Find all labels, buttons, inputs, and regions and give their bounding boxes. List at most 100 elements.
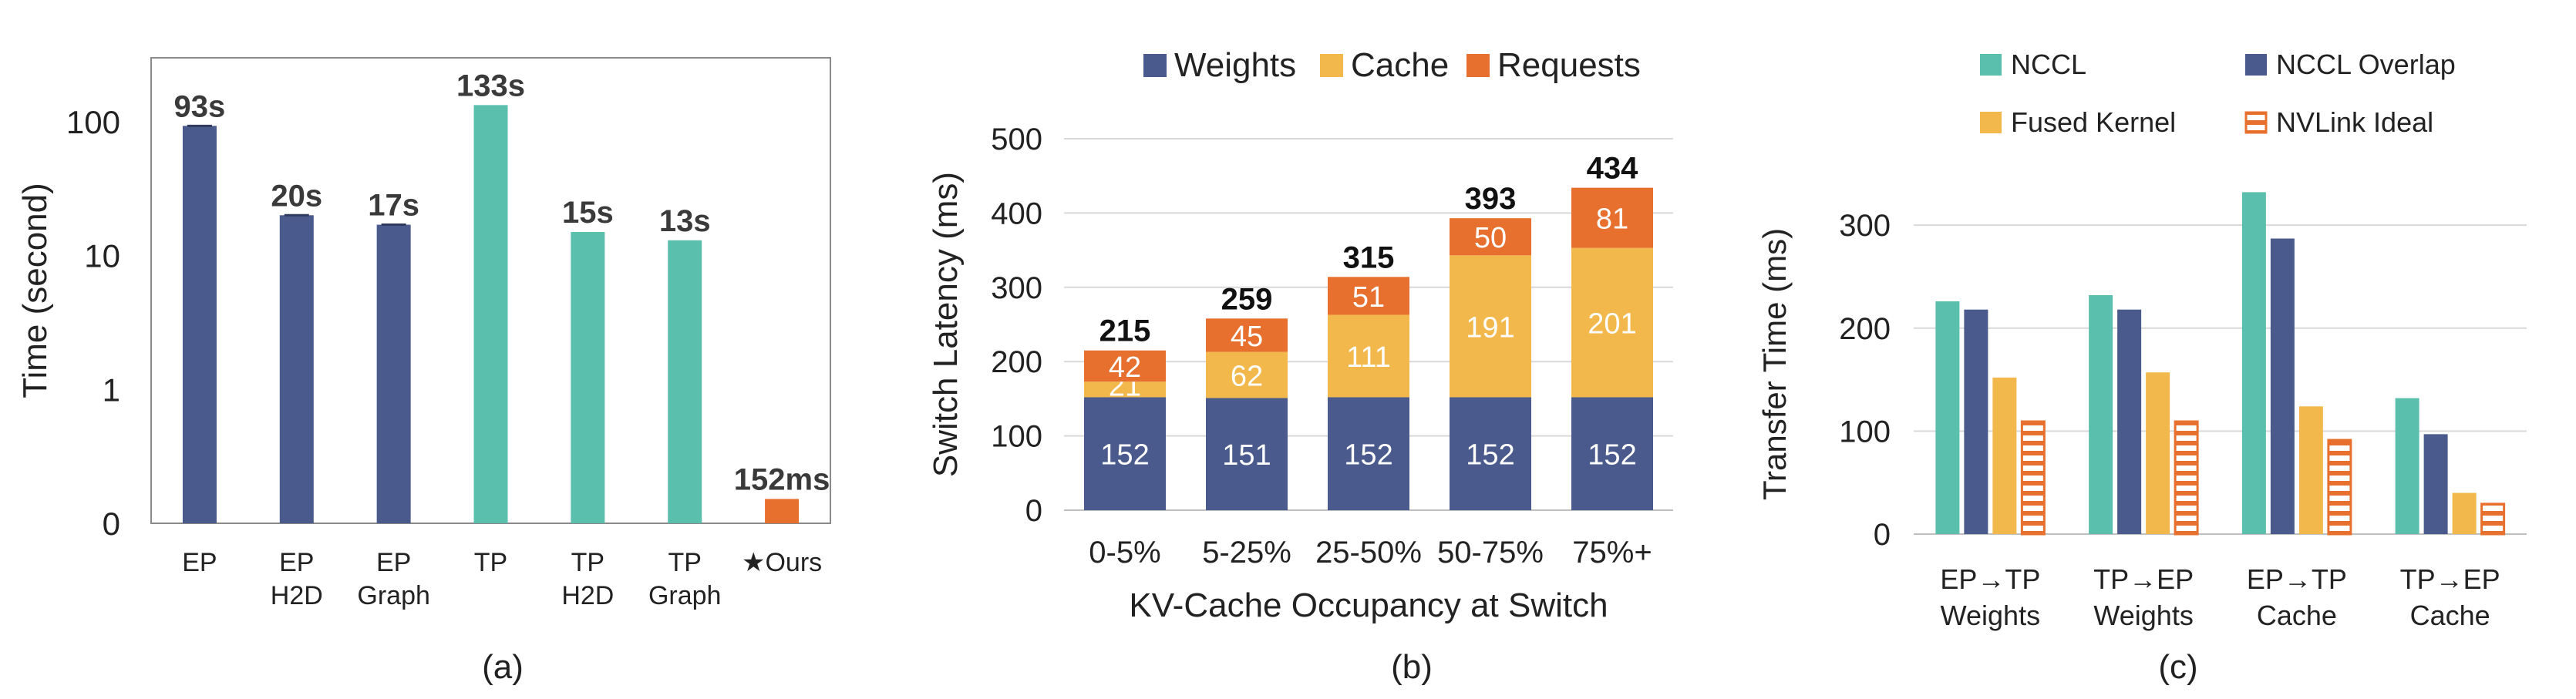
y-tick-label: 10 [84, 238, 120, 274]
bar-nvlink-ideal [2020, 420, 2046, 536]
total-label: 215 [1099, 314, 1151, 348]
data-label: 133s [456, 69, 525, 102]
segment-value-label: 152 [1466, 439, 1514, 472]
x-tick-label: 0-5% [1089, 536, 1160, 570]
data-label: 20s [271, 179, 322, 213]
data-label: 17s [368, 189, 419, 223]
bar-nvlink-ideal [2480, 502, 2506, 536]
bar-nccl-overlap [2423, 434, 2448, 534]
bar-0 [182, 126, 217, 523]
segment-value-label: 111 [1346, 341, 1391, 374]
x-tick-label-line1: EP→TP [1940, 563, 2040, 595]
chart-c-panel: 0 100 200 300 Transfer Time (ms) EP→TP Weights… [1756, 49, 2527, 686]
bar-segment-requests [1328, 277, 1409, 315]
bar-2 [376, 224, 411, 523]
y-tick-label: 100 [1839, 415, 1891, 449]
x-tick-label-line1: EP→TP [2247, 563, 2347, 595]
y-tick-label: 400 [991, 197, 1042, 230]
y-tick-label: 200 [1839, 312, 1891, 346]
bar-segment-requests [1206, 318, 1288, 352]
x-tick-label: 50-75% [1437, 536, 1544, 570]
bar-nccl-overlap [2270, 238, 2295, 534]
segment-value-label: 201 [1588, 308, 1636, 341]
y-tick-label: 300 [1839, 209, 1891, 243]
x-tick-label-line1: EP [279, 548, 314, 577]
x-tick-label: 5-25% [1202, 536, 1291, 570]
legend-label: Cache [1351, 46, 1449, 84]
total-label: 434 [1587, 152, 1638, 186]
x-tick-label-line2: Graph [648, 581, 722, 610]
x-axis-title: KV-Cache Occupancy at Switch [1129, 586, 1608, 624]
bar-nccl-overlap [2117, 309, 2142, 534]
bar-6 [765, 499, 800, 523]
x-tick-label-line1: EP [182, 548, 217, 577]
x-tick-label-line2: H2D [561, 581, 614, 610]
y-tick-label: 1 [103, 371, 120, 408]
legend-swatch-cache [1320, 54, 1343, 77]
y-tick-label: 100 [991, 420, 1042, 454]
bar-fused-kernel [2452, 492, 2477, 534]
chart-b-plot-area: 0 100 200 300 400 500 Switch Latency (ms) KV-Ca… [927, 46, 1673, 624]
x-tick-label-line2: Graph [357, 581, 430, 610]
y-axis-title: Switch Latency (ms) [927, 172, 965, 477]
panel-c-label: (c) [2158, 648, 2197, 686]
legend-swatch-nccl-overlap [2245, 54, 2267, 76]
bar-nccl-overlap [1964, 309, 1988, 534]
bar-fused-kernel [2298, 406, 2323, 534]
bar-fused-kernel [2146, 372, 2170, 534]
total-label: 393 [1465, 182, 1517, 216]
bar-nccl [2241, 192, 2266, 534]
y-tick-label: 200 [991, 345, 1042, 379]
x-tick-label-line2: Cache [2257, 600, 2337, 631]
y-tick-label: 0 [103, 506, 120, 542]
segment-value-label: 151 [1222, 439, 1271, 472]
legend-swatch-nvlink-ideal [2244, 111, 2268, 134]
chart-b-panel: 0 100 200 300 400 500 Switch Latency (ms) KV-Ca… [927, 46, 1673, 686]
segment-value-label: 152 [1344, 439, 1392, 472]
bar-segment-cache [1328, 314, 1409, 398]
bar-segment-cache [1450, 255, 1531, 398]
x-tick-label-line1: EP [376, 548, 411, 577]
bar-nccl [2089, 294, 2113, 534]
bar-segment-requests [1084, 350, 1166, 382]
data-label: 152ms [734, 462, 830, 496]
x-tick-label-line1: TP [571, 548, 604, 577]
y-axis-title: Transfer Time (ms) [1756, 228, 1793, 500]
bar-nvlink-ideal [2174, 420, 2199, 536]
bar-fused-kernel [1992, 377, 2017, 534]
bar-3 [473, 105, 508, 524]
y-tick-label: 0 [1025, 494, 1042, 528]
bar-segment-weights [1328, 397, 1409, 510]
data-label: 93s [174, 89, 226, 123]
chart-c-plot-area: 0 100 200 300 Transfer Time (ms) EP→TP Weights… [1756, 49, 2527, 631]
segment-value-label: 81 [1596, 203, 1628, 236]
chart-a-plot-area: 0 1 10 100 Time (second) 93s EP 20s EP H2D 17s EP Gr… [16, 57, 831, 610]
y-tick-label: 0 [1874, 518, 1891, 552]
segment-value-label: 62 [1231, 361, 1263, 393]
legend-label: Fused Kernel [2011, 106, 2176, 138]
x-tick-label-line1: TP→EP [2400, 563, 2500, 595]
legend-swatch-requests [1466, 54, 1490, 77]
total-label: 315 [1343, 240, 1395, 274]
legend-label: Weights [1174, 46, 1296, 84]
x-tick-label-line1: TP→EP [2093, 563, 2194, 595]
legend-label: Requests [1497, 46, 1641, 84]
chart-a-panel: 0 1 10 100 Time (second) 93s EP 20s EP H2D 17s EP Gr… [16, 57, 831, 686]
legend-label: NVLink Ideal [2276, 106, 2433, 138]
x-tick-label: 75%+ [1572, 536, 1652, 570]
x-tick-label: 25-50% [1315, 536, 1422, 570]
segment-value-label: 152 [1588, 439, 1636, 472]
legend-swatch-nccl [1980, 54, 2002, 76]
bar-4 [571, 231, 605, 523]
segment-value-label: 42 [1109, 351, 1141, 384]
segment-value-label: 191 [1466, 311, 1514, 344]
bar-segment-requests [1450, 218, 1531, 256]
bar-nccl [2395, 398, 2419, 534]
x-tick-label-line2: Weights [1941, 600, 2040, 631]
x-tick-label-line1: TP [474, 548, 507, 577]
bar-segment-weights [1206, 398, 1288, 510]
bar-1 [279, 215, 314, 523]
x-tick-label-line2: H2D [271, 581, 323, 610]
y-axis-title: Time (second) [16, 183, 54, 398]
data-label: 15s [562, 196, 614, 230]
